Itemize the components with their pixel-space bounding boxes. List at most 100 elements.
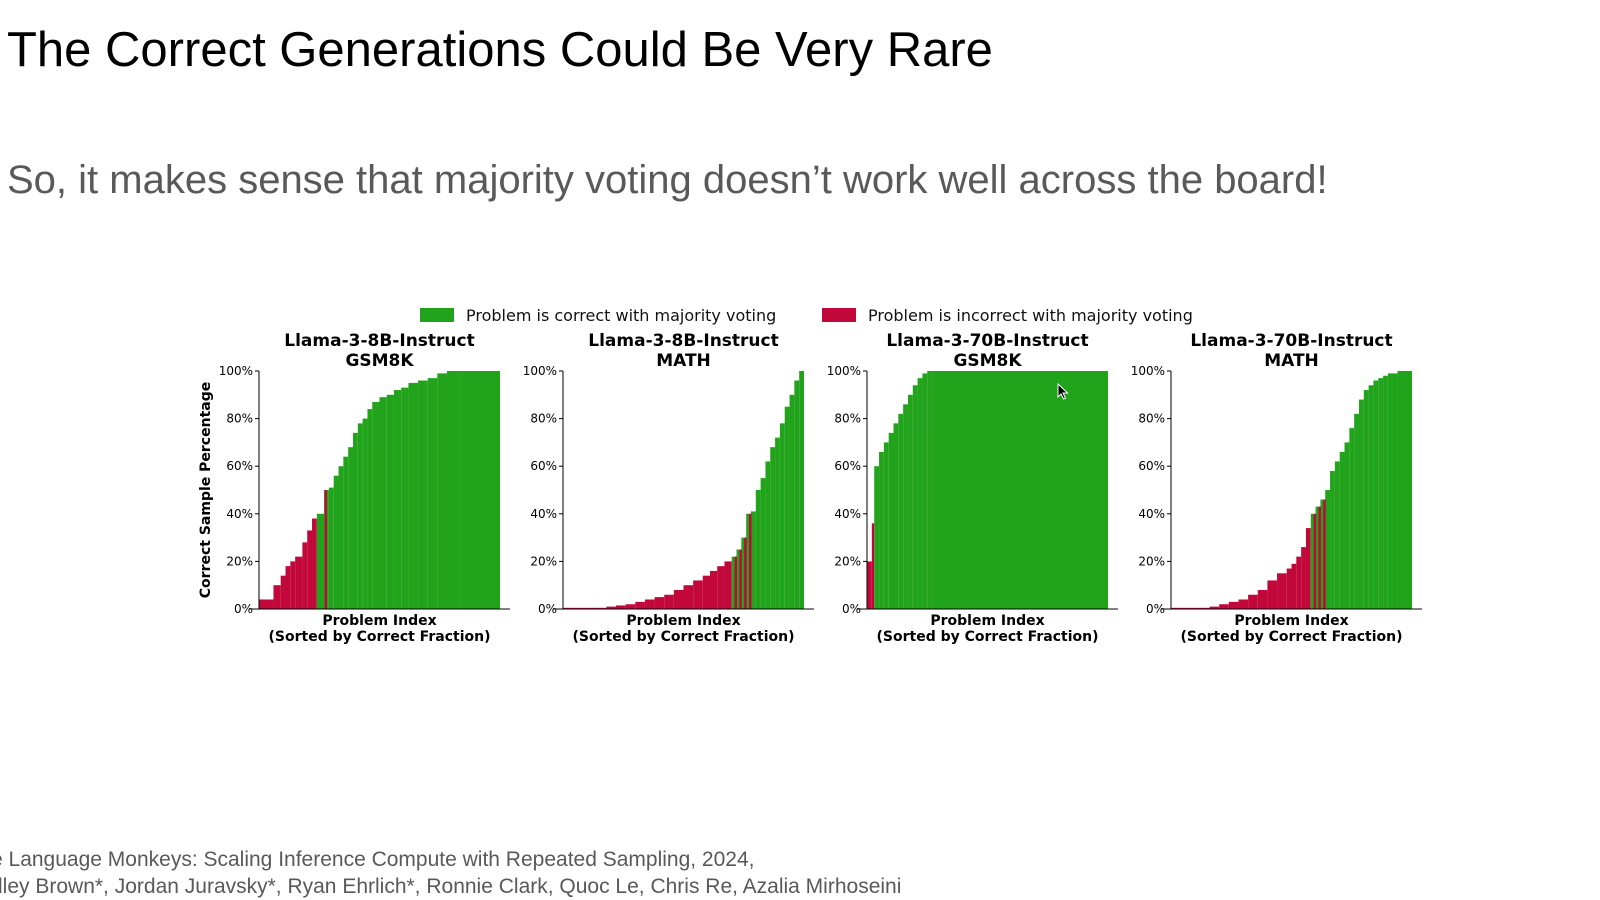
bar-segment: [1277, 573, 1287, 609]
bar-segment: [1387, 373, 1398, 609]
y-tick-label: 20%: [530, 554, 557, 568]
bar-segment: [427, 378, 438, 609]
bar-segment: [1368, 385, 1374, 609]
bar-segment: [710, 570, 718, 609]
bar-segment: [907, 394, 913, 609]
bar-segment: [755, 490, 761, 609]
bar-segment: [927, 371, 933, 609]
bar-segment: [1363, 390, 1369, 609]
bar-segment: [379, 397, 387, 609]
bar-segment: [741, 537, 747, 609]
bar-segment: [625, 604, 636, 609]
legend-swatch-correct: [420, 308, 454, 322]
chart-panel-3: 0% 20% 40% 60% 80% 100% Llama-3-70B-InstructGS…: [827, 331, 1118, 645]
bar-segment: [879, 451, 884, 609]
y-tick-label: 0%: [234, 602, 253, 616]
bar-segment: [1320, 499, 1326, 609]
x-axis-label: Problem Index: [1234, 613, 1348, 629]
bar-segment: [401, 387, 409, 609]
bar-segment: [794, 380, 800, 609]
bar-incorrect-stripe: [1313, 513, 1317, 609]
bar-segment: [683, 585, 694, 609]
bar-segment: [702, 575, 711, 609]
panel-subtitle: GSM8K: [953, 351, 1022, 371]
bar-segment: [635, 601, 645, 609]
bar-segment: [1296, 556, 1302, 609]
bar-segment: [1305, 528, 1311, 609]
bar-segment: [731, 556, 737, 609]
legend-label-incorrect: Problem is incorrect with majority votin…: [868, 306, 1193, 325]
bar-segment: [1228, 601, 1239, 609]
bar-segment: [717, 566, 725, 609]
y-tick-label: 20%: [226, 554, 253, 568]
panel-title: Llama-3-70B-Instruct: [886, 331, 1088, 351]
y-tick-label: 80%: [530, 412, 557, 426]
bar-segment: [312, 518, 317, 609]
y-tick-label: 0%: [538, 602, 557, 616]
citation-line-1: e Language Monkeys: Scaling Inference Co…: [0, 848, 755, 871]
bar-segment: [1339, 451, 1345, 609]
bar-segment: [1349, 428, 1355, 609]
bar-segment: [348, 447, 353, 609]
bar-segment: [606, 606, 617, 609]
bar-segment: [386, 394, 394, 609]
y-tick-label: 20%: [834, 554, 861, 568]
bar-segment: [1310, 513, 1316, 609]
bar-segment: [1219, 604, 1229, 609]
bar-incorrect-stripe: [324, 490, 327, 609]
bar-segment: [285, 566, 291, 609]
bar-segment: [1286, 568, 1292, 609]
bar-segment: [760, 478, 766, 609]
bar-segment: [654, 597, 665, 609]
y-tick-label: 60%: [226, 459, 253, 473]
bar-segment: [1354, 413, 1359, 609]
y-tick-label: 60%: [1138, 459, 1165, 473]
bar-segment: [307, 530, 313, 609]
bar-segment: [280, 575, 286, 609]
bar-segment: [736, 549, 742, 609]
bar-segment: [770, 447, 776, 609]
bar-segment: [1257, 589, 1268, 609]
panel-subtitle: GSM8K: [345, 351, 414, 371]
bar-segment: [362, 418, 368, 609]
bar-segment: [408, 382, 419, 609]
bar-segment: [316, 513, 325, 609]
bar-segment: [333, 475, 339, 609]
citation: e Language Monkeys: Scaling Inference Co…: [0, 846, 1600, 900]
bar-segment: [724, 561, 732, 609]
bar-segment: [1291, 563, 1297, 609]
x-axis-label: Problem Index: [930, 613, 1044, 629]
bar-segment: [328, 487, 334, 609]
x-axis-label-sub: (Sorted by Correct Fraction): [877, 629, 1099, 645]
bar-segment: [563, 607, 607, 609]
bar-segment: [775, 437, 780, 609]
x-axis-label-sub: (Sorted by Correct Fraction): [573, 629, 795, 645]
bar-segment: [357, 423, 363, 609]
bar-segment: [393, 390, 402, 609]
bar-segment: [893, 423, 899, 609]
y-tick-label: 80%: [1138, 412, 1165, 426]
bar-segment: [1330, 470, 1335, 609]
bar-segment: [290, 561, 296, 609]
y-tick-label: 100%: [523, 364, 557, 378]
bar-segment: [1334, 461, 1340, 609]
bar-segment: [1171, 607, 1210, 609]
bar-segment: [352, 432, 358, 609]
bar-segment: [746, 513, 751, 609]
bar-segment: [1397, 371, 1412, 609]
bar-segment: [295, 556, 303, 609]
bar-segment: [888, 432, 894, 609]
chart-legend: Problem is correct with majority voting …: [420, 306, 1193, 325]
panel-title: Llama-3-8B-Instruct: [588, 331, 778, 351]
bar-segment: [367, 409, 373, 609]
bar-segment: [779, 423, 785, 609]
bar-segment: [1378, 378, 1384, 609]
bar-incorrect-stripe: [744, 537, 747, 609]
bar-segment: [338, 466, 344, 609]
slide-subtitle: So, it makes sense that majority voting …: [7, 158, 1328, 202]
bar-segment: [1315, 506, 1321, 609]
bar-segment: [765, 461, 771, 609]
bar-segment: [1325, 490, 1331, 609]
y-tick-label: 60%: [834, 459, 861, 473]
bar-segment: [789, 394, 795, 609]
